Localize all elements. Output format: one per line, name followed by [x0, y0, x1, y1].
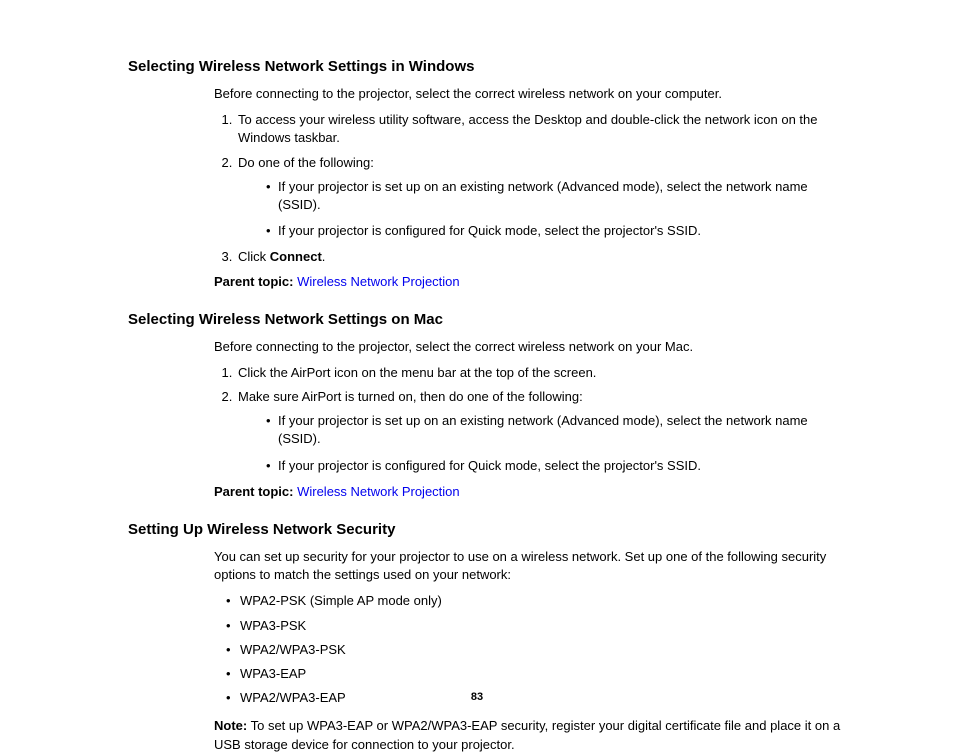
list-item: If your projector is set up on an existi… — [266, 412, 844, 448]
parent-topic: Parent topic: Wireless Network Projectio… — [214, 483, 844, 501]
parent-label: Parent topic: — [214, 274, 293, 289]
sub-list: If your projector is set up on an existi… — [238, 412, 844, 475]
list-item: If your projector is configured for Quic… — [266, 222, 844, 240]
list-item: To access your wireless utility software… — [236, 111, 844, 147]
step-suffix: . — [322, 249, 326, 264]
parent-link[interactable]: Wireless Network Projection — [297, 484, 460, 499]
steps-list: To access your wireless utility software… — [214, 111, 844, 266]
page-number: 83 — [0, 690, 954, 705]
note-block: Note: To set up WPA3-EAP or WPA2/WPA3-EA… — [214, 717, 844, 753]
list-item: WPA2/WPA3-PSK — [226, 641, 844, 659]
list-item: If your projector is set up on an existi… — [266, 178, 844, 214]
parent-label: Parent topic: — [214, 484, 293, 499]
content-mac: Before connecting to the projector, sele… — [214, 338, 844, 501]
sub-list: If your projector is set up on an existi… — [238, 178, 844, 241]
list-item: Do one of the following: If your project… — [236, 154, 844, 241]
list-item: Click the AirPort icon on the menu bar a… — [236, 364, 844, 382]
parent-topic: Parent topic: Wireless Network Projectio… — [214, 273, 844, 291]
parent-link[interactable]: Wireless Network Projection — [297, 274, 460, 289]
list-item: If your projector is configured for Quic… — [266, 457, 844, 475]
list-item: WPA3-EAP — [226, 665, 844, 683]
content-security: You can set up security for your project… — [214, 548, 844, 754]
content-windows: Before connecting to the projector, sele… — [214, 85, 844, 291]
note-label: Note: — [214, 718, 247, 733]
list-item: WPA3-PSK — [226, 617, 844, 635]
step-text: Make sure AirPort is turned on, then do … — [238, 389, 583, 404]
list-item: Click Connect. — [236, 248, 844, 266]
section-windows: Selecting Wireless Network Settings in W… — [128, 56, 844, 291]
steps-list: Click the AirPort icon on the menu bar a… — [214, 364, 844, 475]
list-item: WPA2-PSK (Simple AP mode only) — [226, 592, 844, 610]
section-mac: Selecting Wireless Network Settings on M… — [128, 309, 844, 501]
intro-text: You can set up security for your project… — [214, 548, 844, 584]
step-text: Click — [238, 249, 270, 264]
intro-text: Before connecting to the projector, sele… — [214, 338, 844, 356]
step-text: Do one of the following: — [238, 155, 374, 170]
note-text: To set up WPA3-EAP or WPA2/WPA3-EAP secu… — [214, 718, 840, 751]
heading-mac: Selecting Wireless Network Settings on M… — [128, 309, 844, 330]
connect-bold: Connect — [270, 249, 322, 264]
heading-security: Setting Up Wireless Network Security — [128, 519, 844, 540]
intro-text: Before connecting to the projector, sele… — [214, 85, 844, 103]
list-item: Make sure AirPort is turned on, then do … — [236, 388, 844, 475]
section-security: Setting Up Wireless Network Security You… — [128, 519, 844, 754]
heading-windows: Selecting Wireless Network Settings in W… — [128, 56, 844, 77]
